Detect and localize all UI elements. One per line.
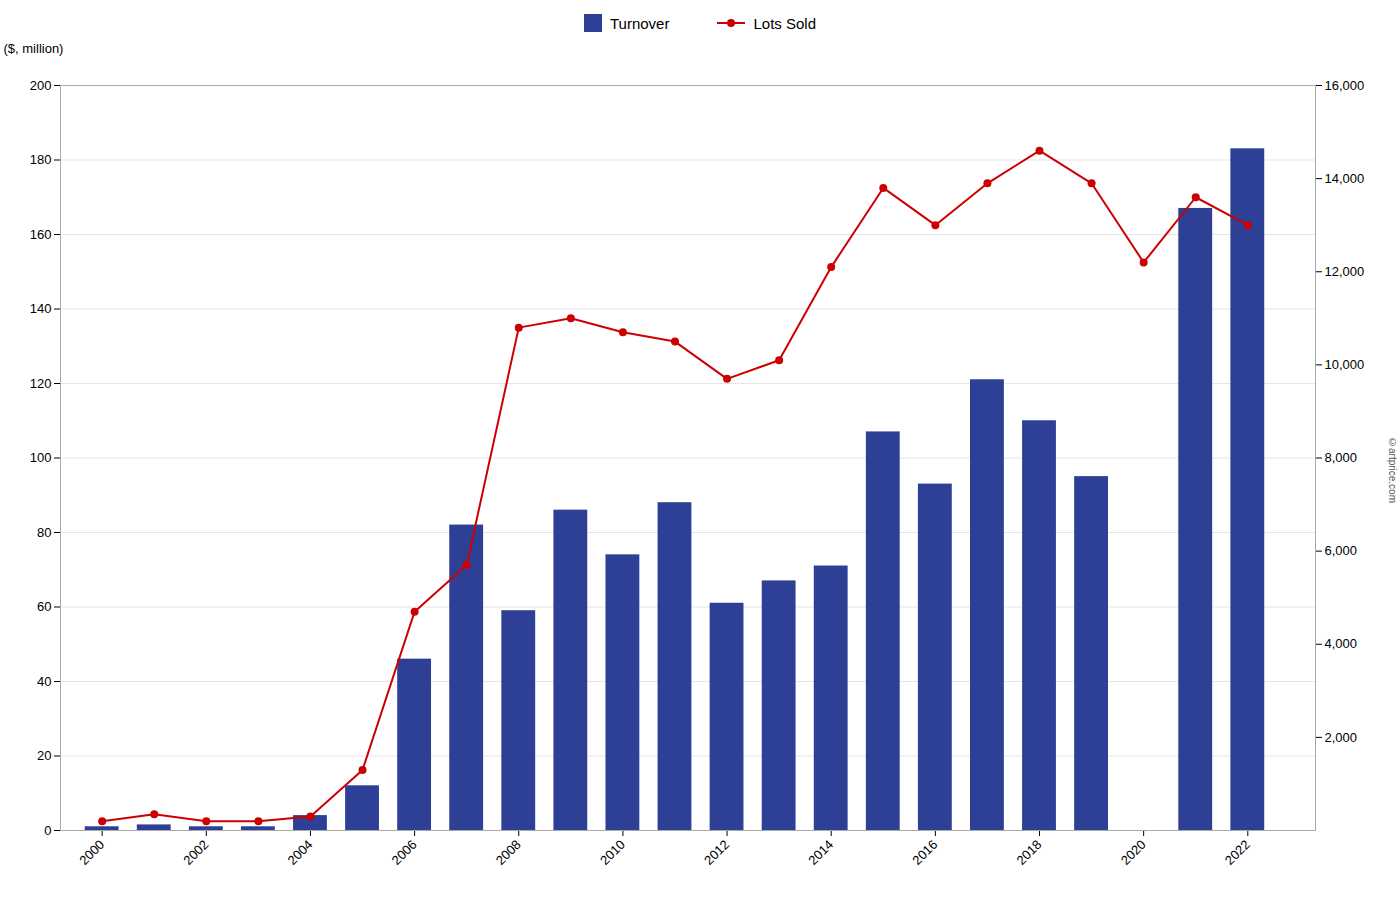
svg-text:40: 40 (37, 674, 51, 689)
svg-text:2020: 2020 (1118, 837, 1149, 868)
svg-text:4,000: 4,000 (1325, 636, 1358, 651)
svg-text:200: 200 (30, 78, 52, 93)
svg-text:2010: 2010 (597, 837, 628, 868)
svg-text:2002: 2002 (180, 837, 211, 868)
svg-text:($, million): ($, million) (4, 41, 64, 56)
svg-text:2022: 2022 (1222, 837, 1253, 868)
svg-text:2018: 2018 (1014, 837, 1045, 868)
svg-text:6,000: 6,000 (1325, 543, 1358, 558)
svg-text:2000: 2000 (76, 837, 107, 868)
html-text:©artprice.com: ©artprice.com (1387, 437, 1398, 503)
svg-text:12,000: 12,000 (1325, 264, 1365, 279)
svg-text:120: 120 (30, 376, 52, 391)
svg-text:80: 80 (37, 525, 51, 540)
svg-text:14,000: 14,000 (1325, 171, 1365, 186)
svg-text:16,000: 16,000 (1325, 78, 1365, 93)
svg-text:2006: 2006 (389, 837, 420, 868)
svg-text:8,000: 8,000 (1325, 450, 1358, 465)
svg-text:100: 100 (30, 450, 52, 465)
svg-text:180: 180 (30, 152, 52, 167)
svg-text:2012: 2012 (701, 837, 732, 868)
svg-text:2014: 2014 (805, 837, 836, 868)
svg-text:60: 60 (37, 599, 51, 614)
svg-text:140: 140 (30, 301, 52, 316)
svg-text:2008: 2008 (493, 837, 524, 868)
svg-text:2004: 2004 (284, 837, 315, 868)
svg-text:10,000: 10,000 (1325, 357, 1365, 372)
svg-text:2,000: 2,000 (1325, 730, 1358, 745)
svg-text:2016: 2016 (909, 837, 940, 868)
svg-text:0: 0 (44, 823, 51, 838)
html-text:Turnover: Turnover (610, 14, 670, 32)
html-text:Lots Sold: Lots Sold (753, 14, 816, 32)
svg-text:160: 160 (30, 227, 52, 242)
svg-text:20: 20 (37, 748, 51, 763)
